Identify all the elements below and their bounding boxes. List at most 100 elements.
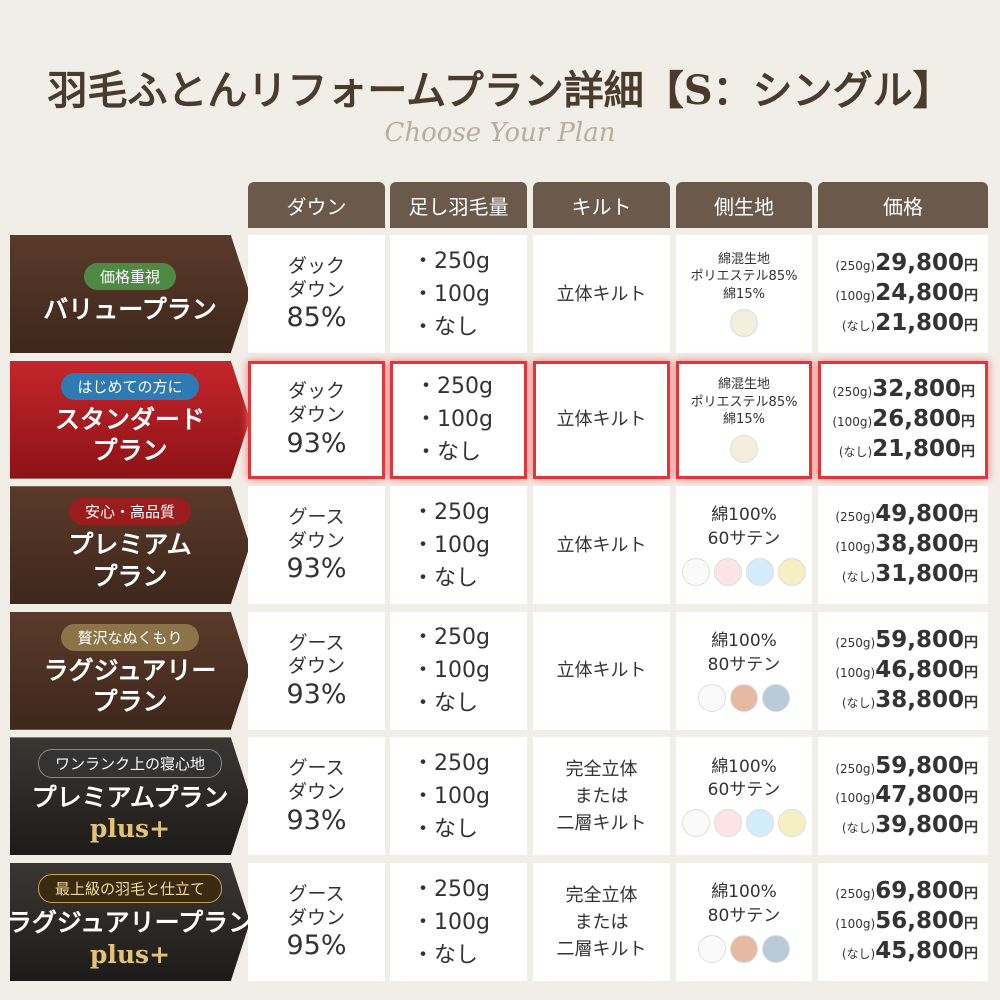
price-amount: (なし) (841, 570, 876, 585)
fabric-cell: 綿100% 60サテン (676, 486, 812, 605)
amount: ・なし (412, 565, 479, 591)
price-price: 46,800 (875, 656, 964, 683)
price-amount: (100g) (835, 289, 876, 304)
price-amount: (100g) (835, 540, 876, 555)
column-header: キルト (533, 182, 670, 228)
plan-banner: 贅沢なぬくもり ラグジュアリー プラン (10, 611, 250, 730)
amount-cell: ・250g ・100g ・なし (390, 360, 527, 479)
plan-badge: 贅沢なぬくもり (61, 624, 199, 652)
price-price: 24,800 (875, 280, 964, 307)
quilt: 完全立体 (565, 884, 638, 906)
plan-badge: ワンランク上の寝心地 (37, 748, 222, 778)
down-type: ダウン (287, 655, 345, 678)
swatch (714, 809, 742, 838)
swatch (746, 557, 774, 586)
price-price: 59,800 (875, 752, 964, 779)
down-cell: ダック ダウン 85% (248, 235, 385, 353)
quilt: 立体キルト (556, 660, 647, 682)
down-type: グース (288, 631, 345, 654)
price-amount: (250g) (832, 384, 873, 399)
price-price: 21,800 (875, 309, 964, 336)
price-yen: 円 (964, 569, 978, 586)
price-amount: (250g) (835, 887, 876, 902)
price-amount: (なし) (841, 318, 876, 333)
price-line: (250g)69,800円 (835, 877, 978, 907)
down-percent: 93% (286, 553, 347, 585)
fabric: 綿混生地 (717, 377, 770, 393)
swatches (698, 934, 790, 963)
swatch (698, 683, 726, 712)
price-cell: (250g)29,800円 (100g)24,800円 (なし)21,800円 (818, 235, 988, 353)
price-yen: 円 (961, 413, 975, 430)
amount-cell: ・250g ・100g ・なし (390, 737, 527, 856)
price-yen: 円 (964, 760, 978, 777)
swatch (730, 683, 758, 712)
amount: ・100g (412, 532, 490, 558)
price-line: (250g)29,800円 (835, 249, 978, 279)
quilt-cell: 立体キルト (533, 486, 670, 605)
fabric: 60サテン (707, 780, 781, 801)
plan-badge: はじめての方に (61, 372, 199, 400)
fabric: 綿100% (711, 756, 777, 777)
price-amount: (250g) (835, 635, 876, 650)
down-percent: 93% (286, 427, 347, 459)
price-amount: (100g) (835, 665, 876, 680)
plan-banner: 価格重視 バリュープラン (10, 235, 250, 353)
amount-cell: ・250g ・100g ・なし (390, 486, 527, 605)
down-percent: 93% (286, 679, 347, 711)
plan-banner: ワンランク上の寝心地 プレミアムプラン plus+ (10, 737, 250, 856)
plan-badge: 安心・高品質 (68, 498, 191, 526)
down-percent: 93% (286, 804, 347, 836)
amount: ・100g (415, 407, 493, 433)
plan-name: プラン (92, 436, 168, 466)
price-line: (100g)38,800円 (835, 530, 978, 560)
down-type: グース (288, 882, 345, 905)
swatch (778, 809, 806, 838)
quilt: または (574, 785, 629, 807)
amount: ・なし (412, 314, 479, 340)
amount: ・なし (415, 440, 482, 466)
price-line: (なし)31,800円 (842, 560, 978, 590)
fabric-cell: 綿100% 60サテン (676, 737, 812, 856)
price-line: (100g)56,800円 (835, 907, 978, 937)
down-cell: グース ダウン 93% (248, 737, 385, 856)
column-header: 側生地 (676, 182, 812, 228)
swatches (730, 434, 758, 463)
fabric-cell: 綿100% 80サテン (676, 863, 812, 981)
price-price: 45,800 (875, 937, 964, 964)
price-price: 38,800 (875, 686, 964, 713)
amount: ・100g (412, 783, 490, 809)
column-header: 価格 (818, 182, 988, 228)
swatch (682, 557, 710, 586)
price-amount: (250g) (835, 761, 876, 776)
amount: ・250g (412, 876, 490, 902)
price-line: (250g)49,800円 (835, 500, 978, 530)
swatches (682, 557, 806, 586)
swatch (730, 309, 758, 338)
down-type: ダウン (287, 906, 345, 929)
amount: ・250g (412, 625, 490, 651)
amount-cell: ・250g ・100g ・なし (390, 235, 527, 353)
plan-name: プラン (92, 687, 168, 717)
price-yen: 円 (961, 383, 975, 400)
price-line: (なし)21,800円 (842, 309, 978, 339)
price-cell: (250g)59,800円 (100g)46,800円 (なし)38,800円 (818, 611, 988, 730)
price-yen: 円 (964, 916, 978, 933)
price-price: 31,800 (875, 561, 964, 588)
down-cell: ダック ダウン 93% (248, 360, 385, 479)
down-cell: グース ダウン 95% (248, 863, 385, 981)
quilt: 完全立体 (565, 758, 638, 780)
down-type: ダック (287, 254, 345, 277)
swatch (698, 934, 726, 963)
fabric-cell: 綿混生地 ポリエステル85% 綿15% (676, 235, 812, 353)
column-header: 足し羽毛量 (390, 182, 527, 228)
price-line: (なし)39,800円 (842, 811, 978, 841)
price-amount: (なし) (838, 444, 873, 459)
price-line: (250g)59,800円 (835, 626, 978, 656)
swatches (730, 309, 758, 338)
amount: ・250g (412, 248, 490, 274)
price-price: 32,800 (872, 375, 961, 402)
plan-name: プラン (92, 561, 168, 591)
price-amount: (100g) (835, 791, 876, 806)
